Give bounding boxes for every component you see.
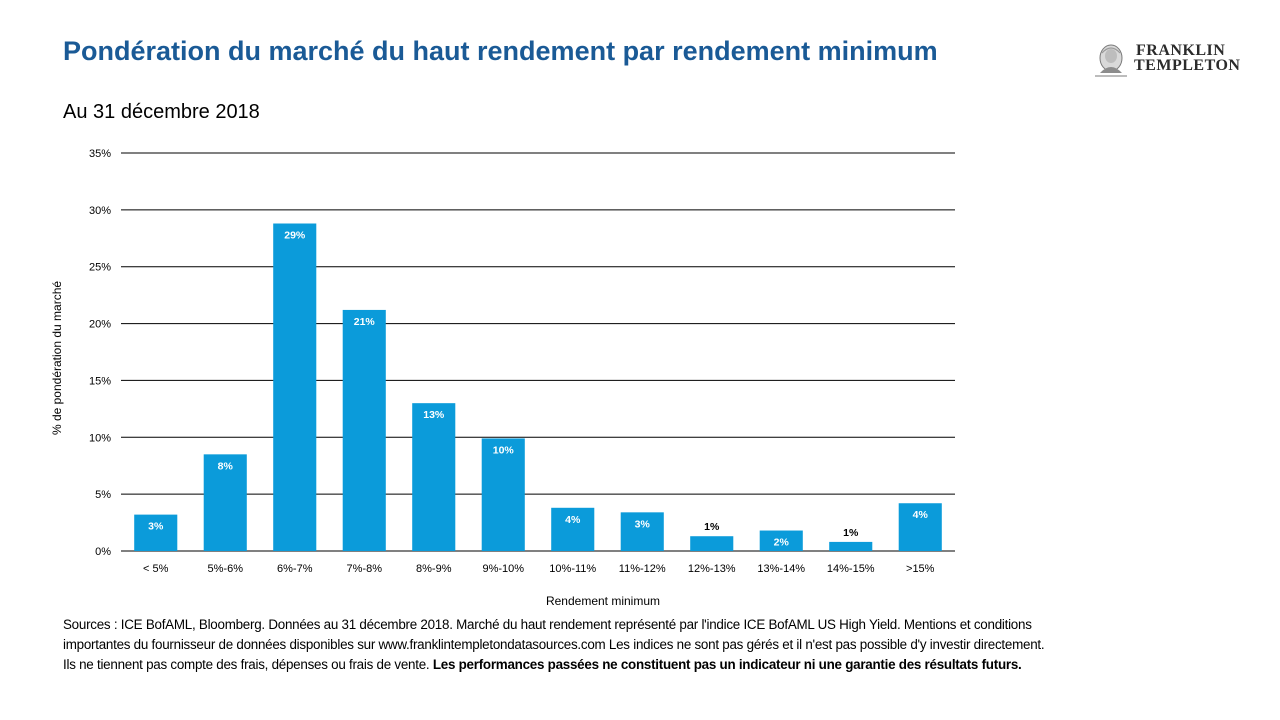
x-tick-label: 14%-15% bbox=[827, 563, 875, 575]
bar bbox=[481, 438, 525, 551]
data-label: 2% bbox=[774, 537, 790, 549]
logo-line-2: TEMPLETON bbox=[1134, 57, 1241, 74]
bar bbox=[690, 536, 734, 551]
data-label: 13% bbox=[423, 409, 445, 421]
x-tick-label: 10%-11% bbox=[549, 563, 596, 575]
bar bbox=[273, 223, 317, 551]
y-tick-label: 30% bbox=[89, 205, 111, 217]
y-tick-label: 20% bbox=[89, 319, 111, 331]
x-tick-label: 11%-12% bbox=[619, 563, 666, 575]
data-label: 29% bbox=[284, 230, 306, 242]
x-tick-label: 9%-10% bbox=[482, 563, 524, 575]
data-label: 3% bbox=[148, 521, 164, 533]
y-axis-label: % de pondération du marché bbox=[50, 281, 64, 435]
x-tick-label: < 5% bbox=[143, 563, 169, 575]
data-label: 8% bbox=[218, 460, 234, 472]
y-tick-label: 35% bbox=[89, 148, 111, 160]
data-label: 21% bbox=[354, 316, 376, 328]
bar bbox=[551, 507, 595, 551]
bar bbox=[412, 403, 456, 551]
footer-sources: Sources : ICE BofAML, Bloomberg. Données… bbox=[63, 617, 1045, 672]
bar bbox=[134, 514, 178, 551]
page-title: Pondération du marché du haut rendement … bbox=[63, 36, 938, 66]
y-tick-label: 15% bbox=[89, 375, 111, 387]
data-label: 3% bbox=[635, 518, 651, 530]
bar bbox=[620, 512, 664, 551]
data-label: 10% bbox=[493, 444, 515, 456]
franklin-portrait-icon bbox=[1092, 43, 1130, 77]
data-label: 1% bbox=[704, 521, 720, 533]
bar bbox=[203, 454, 247, 551]
bar bbox=[759, 530, 803, 551]
x-tick-label: 5%-6% bbox=[208, 563, 244, 575]
franklin-templeton-logo: FRANKLIN TEMPLETON bbox=[1092, 43, 1242, 77]
bar bbox=[898, 503, 942, 551]
data-label: 4% bbox=[913, 509, 929, 521]
x-tick-label: 8%-9% bbox=[416, 563, 452, 575]
x-tick-label: 12%-13% bbox=[688, 563, 736, 575]
footer-disclaimer: Les performances passées ne constituent … bbox=[432, 657, 1022, 672]
data-label: 4% bbox=[565, 514, 581, 526]
logo-line-1: FRANKLIN bbox=[1136, 42, 1226, 59]
x-tick-label: >15% bbox=[906, 563, 935, 575]
y-tick-label: 0% bbox=[95, 546, 111, 558]
x-axis-label: Rendement minimum bbox=[546, 594, 660, 608]
x-tick-label: 7%-8% bbox=[347, 563, 383, 575]
data-label: 1% bbox=[843, 527, 859, 539]
page-subtitle: Au 31 décembre 2018 bbox=[63, 101, 260, 123]
y-tick-label: 5% bbox=[95, 489, 111, 501]
x-tick-label: 6%-7% bbox=[277, 563, 313, 575]
bar bbox=[342, 309, 386, 551]
x-tick-label: 13%-14% bbox=[757, 563, 805, 575]
y-tick-label: 10% bbox=[89, 432, 111, 444]
y-tick-label: 25% bbox=[89, 262, 111, 274]
footer-notes: Sources : ICE BofAML, Bloomberg. Données… bbox=[63, 615, 1053, 675]
bar bbox=[829, 541, 873, 551]
